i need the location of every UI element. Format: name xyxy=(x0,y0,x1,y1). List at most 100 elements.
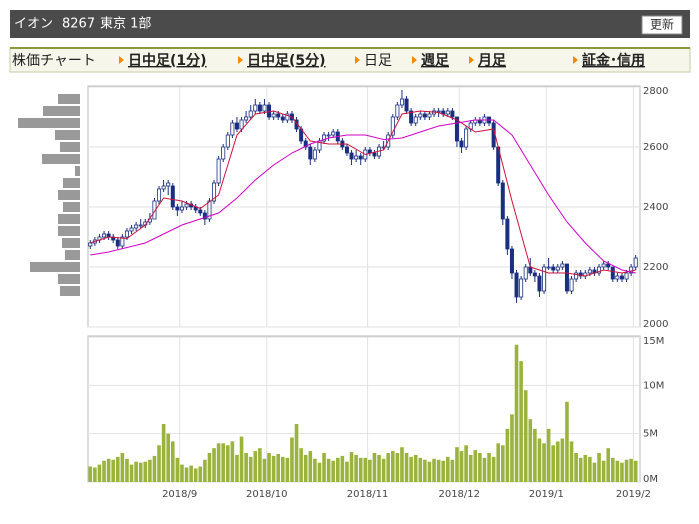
volume-bar xyxy=(308,451,313,482)
volume-bar xyxy=(418,457,423,482)
volume-bar xyxy=(280,456,285,482)
volume-bar xyxy=(432,458,436,482)
volume-bar xyxy=(491,456,496,482)
volume-bar xyxy=(235,454,239,482)
volume-bar xyxy=(533,428,537,482)
volume-profile-bar xyxy=(63,178,80,188)
nav-arrow xyxy=(238,56,243,64)
nav-arrow xyxy=(355,56,360,64)
volume-bar xyxy=(473,450,478,482)
candle-body xyxy=(303,140,308,148)
y-tick-label: 5M xyxy=(643,429,658,440)
volume-bar xyxy=(244,453,248,482)
candle-body xyxy=(262,104,267,112)
candle-body xyxy=(212,182,217,202)
volume-bar xyxy=(514,344,519,482)
volume-bar xyxy=(212,448,216,482)
volume-profile-bar xyxy=(42,154,80,164)
volume-bar xyxy=(560,438,565,482)
stock-name: イオン xyxy=(14,17,53,32)
nav-item[interactable]: 証金･信用 xyxy=(582,52,645,69)
candle-body xyxy=(198,209,203,214)
candle-body xyxy=(523,266,528,280)
candle-body xyxy=(244,116,249,121)
volume-bar xyxy=(180,464,184,482)
candle-body xyxy=(216,158,221,184)
candle-body xyxy=(331,131,336,136)
volume-bar xyxy=(459,451,464,482)
refresh-button[interactable] xyxy=(641,15,683,35)
volume-bar xyxy=(427,461,432,482)
volume-bar xyxy=(271,455,276,482)
candle-body xyxy=(184,203,189,208)
nav-arrow xyxy=(412,56,417,64)
volume-bar xyxy=(500,445,505,482)
volume-bar xyxy=(184,467,189,482)
volume-bar xyxy=(230,441,235,482)
candle-body xyxy=(308,146,313,160)
volume-bar xyxy=(258,448,262,482)
volume-bar xyxy=(134,461,138,482)
candle-body xyxy=(633,257,638,268)
candle-body xyxy=(413,116,418,124)
volume-bar xyxy=(629,458,633,482)
candle-body xyxy=(542,266,547,292)
volume-profile-bar xyxy=(63,202,80,212)
candle-body xyxy=(367,149,372,154)
candle-body xyxy=(427,113,432,118)
candle-body xyxy=(170,185,175,208)
volume-bar xyxy=(372,453,377,482)
volume-bar xyxy=(221,443,226,482)
x-tick-label: 2018/12 xyxy=(438,489,480,500)
candle-body xyxy=(560,263,565,268)
y-tick-label: 2400 xyxy=(643,202,668,213)
volume-bar xyxy=(157,445,161,482)
nav-item[interactable]: 日中足(5分) xyxy=(247,52,326,69)
candle-body xyxy=(129,227,134,232)
volume-bar xyxy=(574,453,578,482)
nav-item[interactable]: 月足 xyxy=(477,53,507,69)
volume-bar xyxy=(203,459,207,482)
volume-bar xyxy=(148,459,152,482)
volume-bar xyxy=(285,457,290,482)
volume-bar xyxy=(88,466,93,482)
y-tick-label: 2000 xyxy=(643,319,668,330)
candle-body xyxy=(606,263,611,268)
candle-body xyxy=(532,272,537,277)
refresh-label[interactable]: 更新 xyxy=(650,17,674,32)
volume-bar xyxy=(381,458,386,482)
candle-body xyxy=(445,110,450,115)
candle-body xyxy=(390,116,395,136)
candle-body xyxy=(418,113,423,118)
volume-bar xyxy=(569,441,574,482)
volume-bar xyxy=(161,424,166,482)
candle-body xyxy=(267,104,272,118)
y-tick-label: 2800 xyxy=(643,86,668,97)
candle-body xyxy=(409,110,414,124)
volume-bar xyxy=(358,457,363,482)
nav-item[interactable]: 日中足(1分) xyxy=(128,52,207,69)
volume-bar xyxy=(102,460,106,482)
volume-bar xyxy=(340,455,345,482)
volume-profile-bar xyxy=(60,142,80,152)
volume-bar xyxy=(404,453,409,482)
volume-bar xyxy=(97,464,102,482)
nav-arrow xyxy=(469,56,474,64)
volume-bar xyxy=(555,441,560,482)
candle-body xyxy=(166,182,171,187)
candle-body xyxy=(399,98,404,106)
nav-arrow xyxy=(573,56,578,64)
volume-bar xyxy=(349,452,354,482)
nav-item[interactable]: 週足 xyxy=(421,53,450,69)
candle-body xyxy=(253,104,258,112)
candle-body xyxy=(519,278,524,298)
volume-bar xyxy=(386,453,391,482)
candle-body xyxy=(610,266,615,280)
volume-bar xyxy=(294,424,299,482)
volume-bar xyxy=(551,445,556,482)
candle-body xyxy=(124,230,129,238)
volume-bar xyxy=(106,458,111,482)
volume-bar xyxy=(253,451,258,482)
volume-bar xyxy=(120,453,125,482)
candle-body xyxy=(436,110,441,113)
